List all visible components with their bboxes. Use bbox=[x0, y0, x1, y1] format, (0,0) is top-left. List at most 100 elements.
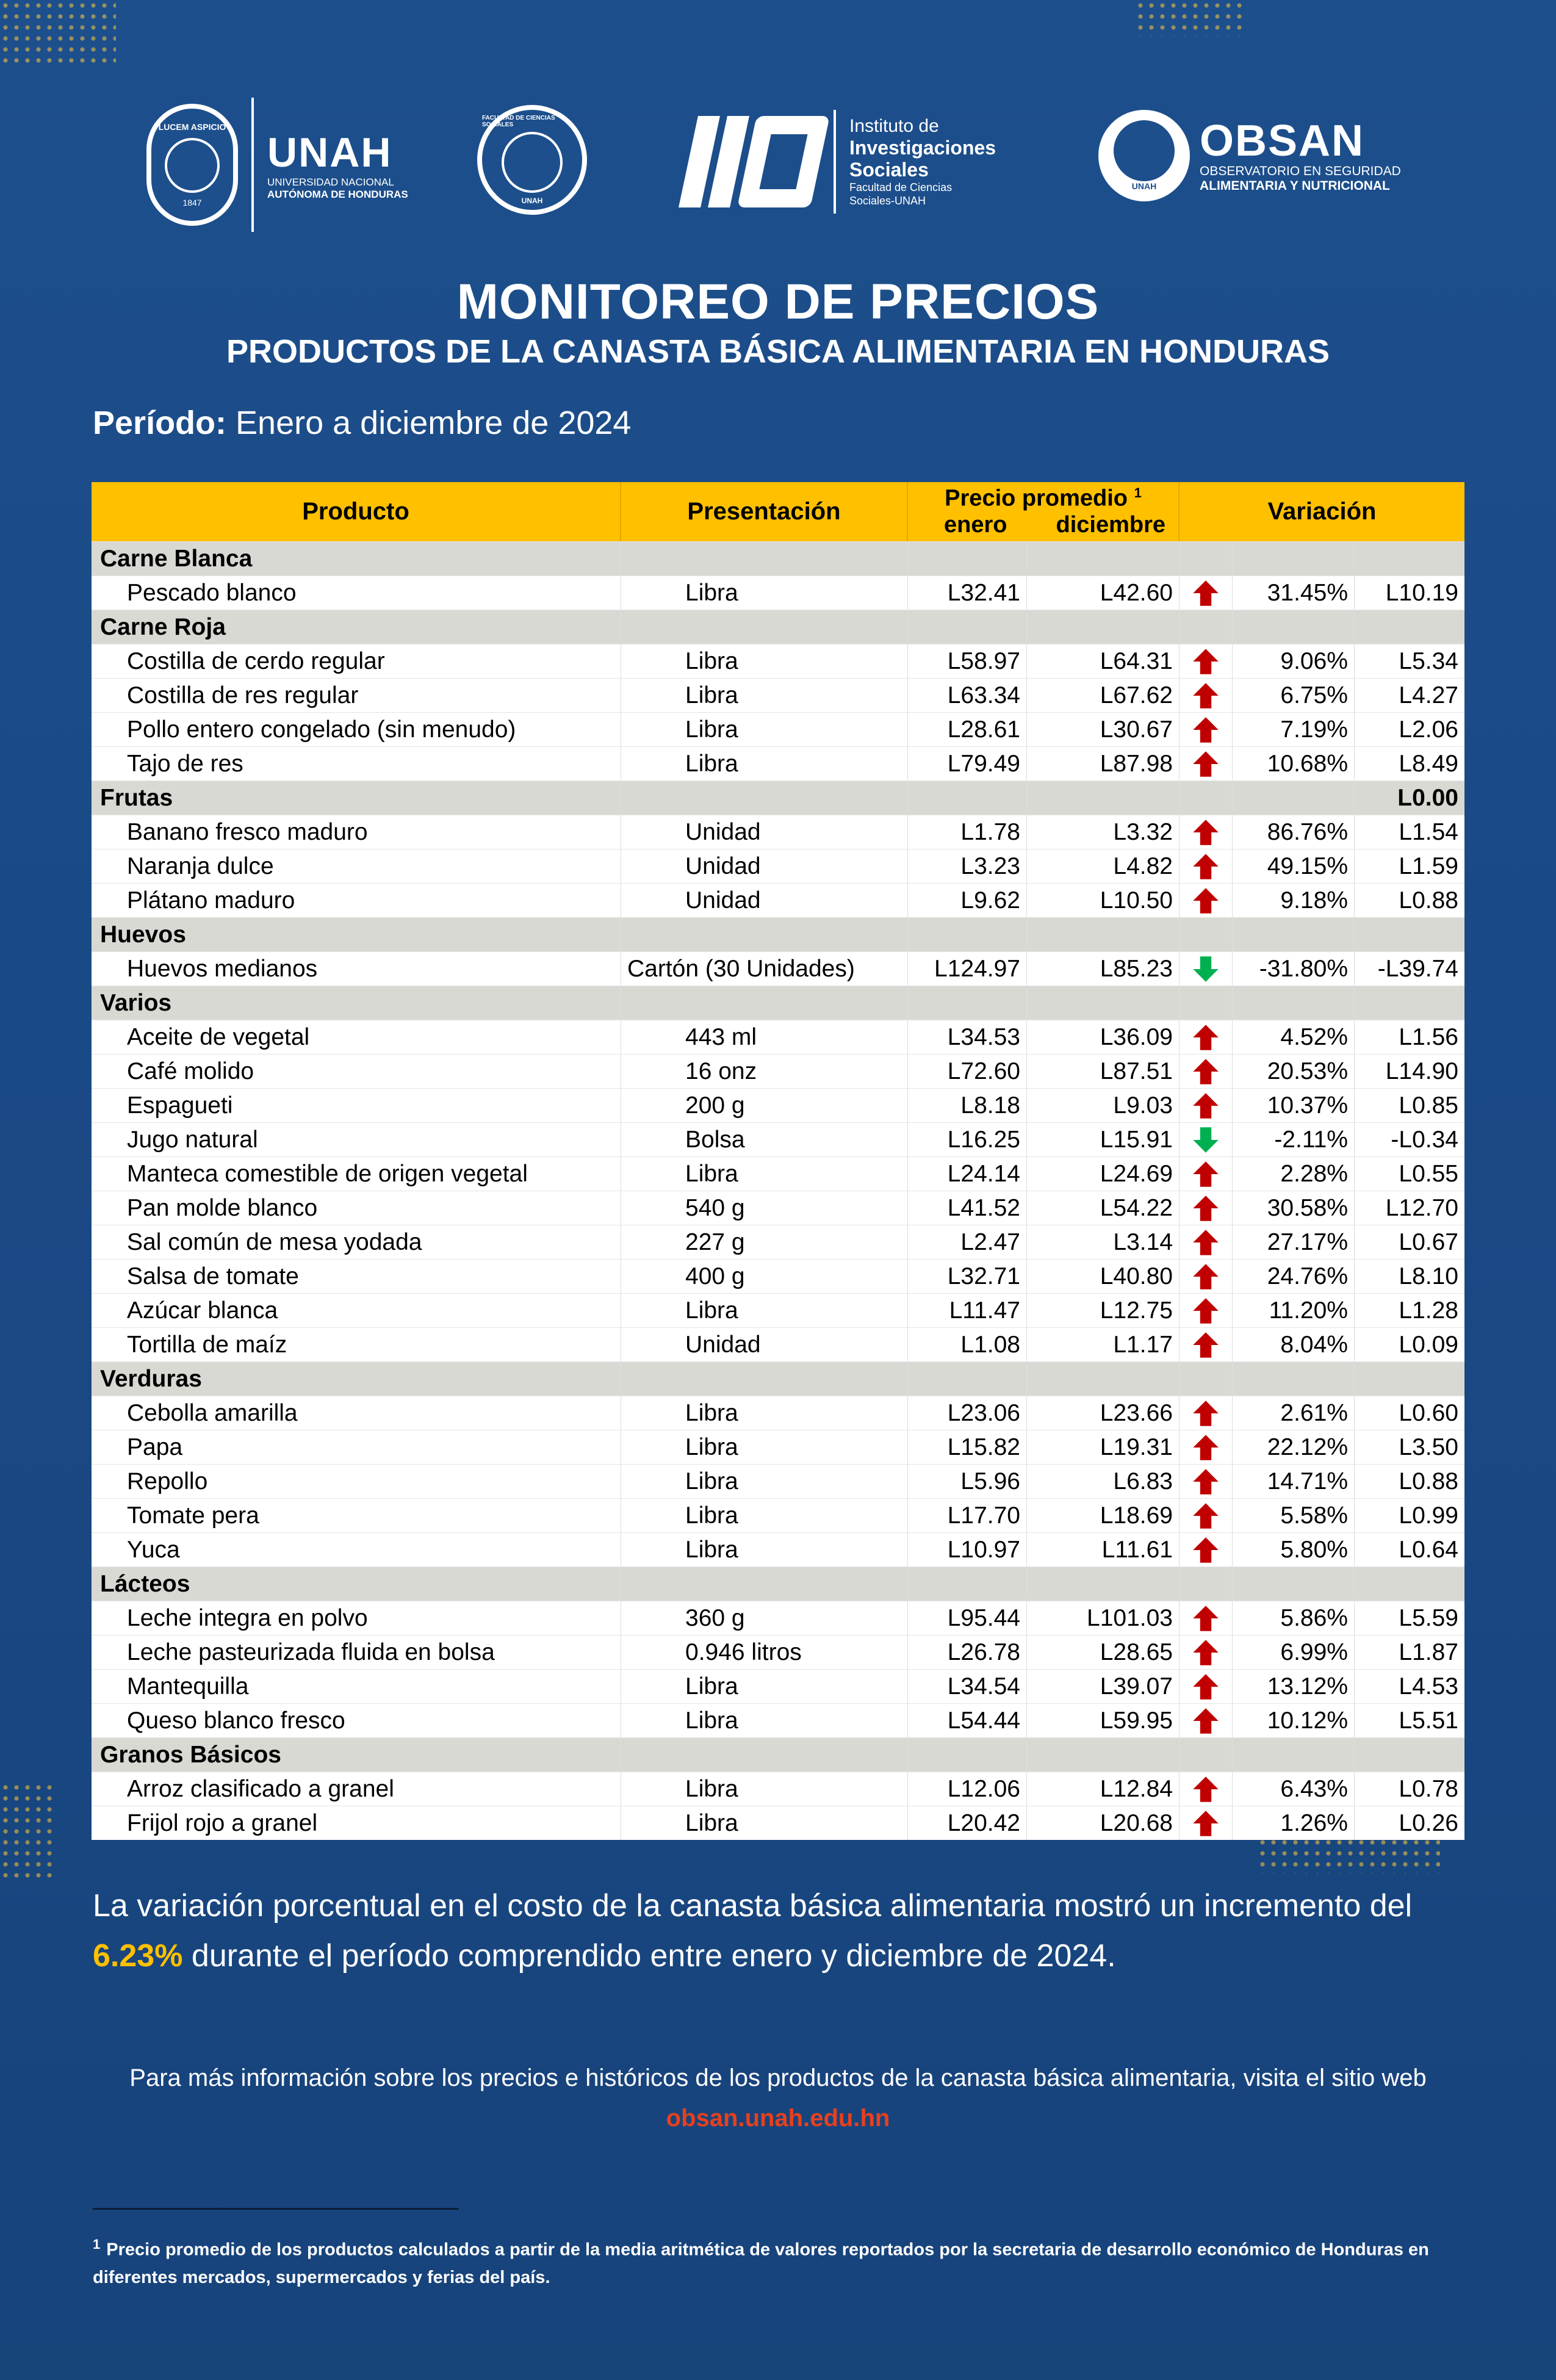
variation-lempiras-cell bbox=[1355, 918, 1464, 951]
price-diciembre-cell bbox=[1027, 781, 1180, 815]
product-name: Arroz clasificado a granel bbox=[92, 1772, 621, 1806]
faculty-seal-core bbox=[502, 132, 563, 193]
variation-pct-cell: 5.80% bbox=[1233, 1533, 1355, 1567]
arrow-up-icon bbox=[1193, 1195, 1219, 1221]
product-name: Tortilla de maíz bbox=[92, 1328, 621, 1361]
price-diciembre-cell: L6.83 bbox=[1027, 1465, 1180, 1498]
arrow-up-icon bbox=[1193, 1263, 1219, 1289]
price-enero-cell: L15.82 bbox=[908, 1430, 1027, 1464]
variation-pct-cell: 20.53% bbox=[1233, 1055, 1355, 1088]
price-enero-cell: L23.06 bbox=[908, 1396, 1027, 1430]
category-name: Huevos bbox=[92, 918, 621, 951]
variation-pct-cell: 10.68% bbox=[1233, 747, 1355, 781]
iis-line2: Investigaciones bbox=[849, 137, 996, 159]
product-name: Tomate pera bbox=[92, 1499, 621, 1532]
unah-divider bbox=[251, 98, 254, 232]
trend-cell bbox=[1180, 747, 1233, 781]
price-diciembre-cell: L54.22 bbox=[1027, 1191, 1180, 1225]
price-diciembre-cell: L36.09 bbox=[1027, 1020, 1180, 1054]
price-diciembre-cell: L9.03 bbox=[1027, 1089, 1180, 1122]
price-enero-cell: L54.44 bbox=[908, 1704, 1027, 1737]
variation-lempiras-cell: -L0.34 bbox=[1391, 1126, 1458, 1153]
variation-pct-cell: 6.43% bbox=[1233, 1772, 1355, 1806]
price-diciembre-cell: L18.69 bbox=[1027, 1499, 1180, 1532]
category-row: Carne Blanca bbox=[92, 541, 1464, 575]
variation-lempiras-cell: L3.50 bbox=[1399, 1433, 1458, 1460]
price-enero-cell: L1.08 bbox=[908, 1328, 1027, 1361]
website-link[interactable]: obsan.unah.edu.hn bbox=[666, 2105, 890, 2132]
category-row: Huevos bbox=[92, 917, 1464, 951]
variation-pct-cell: 7.19% bbox=[1233, 713, 1355, 746]
table-row: Jugo natural Bolsa L16.25 L15.91 -2.11% -L0.3… bbox=[92, 1122, 1464, 1156]
table-row: Tortilla de maíz Unidad L1.08 L1.17 8.04% L0.… bbox=[92, 1327, 1464, 1361]
price-enero-cell: L26.78 bbox=[908, 1635, 1027, 1669]
variation-lempiras-cell: L5.34 bbox=[1399, 647, 1458, 674]
price-enero-cell: L11.47 bbox=[908, 1294, 1027, 1327]
category-row: Carne Roja bbox=[92, 610, 1464, 644]
price-diciembre-cell: L40.80 bbox=[1027, 1260, 1180, 1293]
trend-cell bbox=[1180, 884, 1233, 917]
presentation-cell: Libra bbox=[621, 1294, 908, 1327]
iis-mark-icon bbox=[679, 116, 830, 207]
price-diciembre-cell: L101.03 bbox=[1027, 1601, 1180, 1635]
presentation-cell: Libra bbox=[621, 1396, 908, 1430]
table-body: Carne Blanca Pescado blanco Libra L32.41 L42… bbox=[92, 541, 1464, 1840]
variation-lempiras-cell bbox=[1355, 986, 1464, 1020]
category-name: Verduras bbox=[92, 1362, 621, 1396]
product-name: Repollo bbox=[92, 1465, 621, 1498]
variation-pct-cell: 5.86% bbox=[1233, 1601, 1355, 1635]
obsan-sub2: ALIMENTARIA Y NUTRICIONAL bbox=[1200, 179, 1390, 193]
variation-lempiras-cell: L10.19 bbox=[1385, 579, 1458, 606]
variation-lempiras-cell bbox=[1355, 1738, 1464, 1772]
arrow-up-icon bbox=[1193, 1058, 1219, 1084]
table-row: Espagueti 200 g L8.18 L9.03 10.37% L0.85 bbox=[92, 1088, 1464, 1122]
trend-cell bbox=[1180, 815, 1233, 849]
table-row: Leche pasteurizada fluida en bolsa 0.946 … bbox=[92, 1635, 1464, 1669]
presentation-cell: Libra bbox=[621, 1772, 908, 1806]
product-name: Mantequilla bbox=[92, 1670, 621, 1703]
trend-cell bbox=[1180, 1191, 1233, 1225]
product-name: Cebolla amarilla bbox=[92, 1396, 621, 1430]
variation-pct-cell: 9.06% bbox=[1233, 644, 1355, 678]
arrow-up-icon bbox=[1193, 682, 1219, 709]
arrow-up-icon bbox=[1193, 1502, 1219, 1529]
trend-cell bbox=[1180, 1123, 1233, 1156]
variation-lempiras-cell bbox=[1355, 1567, 1464, 1601]
presentation-cell: Libra bbox=[621, 713, 908, 746]
variation-pct-cell: 11.20% bbox=[1233, 1294, 1355, 1327]
arrow-up-icon bbox=[1193, 1537, 1219, 1563]
product-name: Leche integra en polvo bbox=[92, 1601, 621, 1635]
price-enero-cell bbox=[908, 781, 1027, 815]
table-row: Papa Libra L15.82 L19.31 22.12% L3.50 bbox=[92, 1430, 1464, 1464]
price-enero-cell: L34.53 bbox=[908, 1020, 1027, 1054]
variation-lempiras-cell: L14.90 bbox=[1385, 1058, 1458, 1084]
price-enero-cell: L12.06 bbox=[908, 1772, 1027, 1806]
price-diciembre-cell: L20.68 bbox=[1027, 1806, 1180, 1840]
summary-part2: durante el período comprendido entre ene… bbox=[182, 1938, 1116, 1974]
trend-cell bbox=[1180, 1772, 1233, 1806]
table-row: Azúcar blanca Libra L11.47 L12.75 11.20% L1.2… bbox=[92, 1293, 1464, 1327]
product-name: Tajo de res bbox=[92, 747, 621, 781]
trend-cell bbox=[1180, 1396, 1233, 1430]
unah-sub2: AUTÓNOMA DE HONDURAS bbox=[267, 189, 408, 200]
price-enero-cell: L16.25 bbox=[908, 1123, 1027, 1156]
presentation-cell: Libra bbox=[621, 1157, 908, 1191]
presentation-cell: Libra bbox=[621, 1430, 908, 1464]
price-enero-cell: L79.49 bbox=[908, 747, 1027, 781]
header-diciembre: diciembre bbox=[1056, 511, 1166, 538]
price-enero-cell: L34.54 bbox=[908, 1670, 1027, 1703]
trend-cell bbox=[1180, 1465, 1233, 1498]
product-name: Pescado blanco bbox=[92, 576, 621, 610]
info-body: Para más información sobre los precios e… bbox=[129, 2064, 1427, 2091]
product-name: Manteca comestible de origen vegetal bbox=[92, 1157, 621, 1191]
price-diciembre-cell: L67.62 bbox=[1027, 679, 1180, 712]
header-precio-months: enero diciembre bbox=[908, 512, 1178, 538]
product-name: Leche pasteurizada fluida en bolsa bbox=[92, 1635, 621, 1669]
presentation-cell: 227 g bbox=[621, 1225, 908, 1259]
category-row: Granos Básicos bbox=[92, 1737, 1464, 1772]
summary-highlight: 6.23% bbox=[93, 1938, 183, 1974]
variation-pct-cell: 10.12% bbox=[1233, 1704, 1355, 1737]
arrow-up-icon bbox=[1193, 716, 1219, 743]
variation-pct-cell bbox=[1233, 918, 1355, 951]
unah-seal-icon: LUCEM ASPICIO 1847 bbox=[146, 104, 238, 226]
